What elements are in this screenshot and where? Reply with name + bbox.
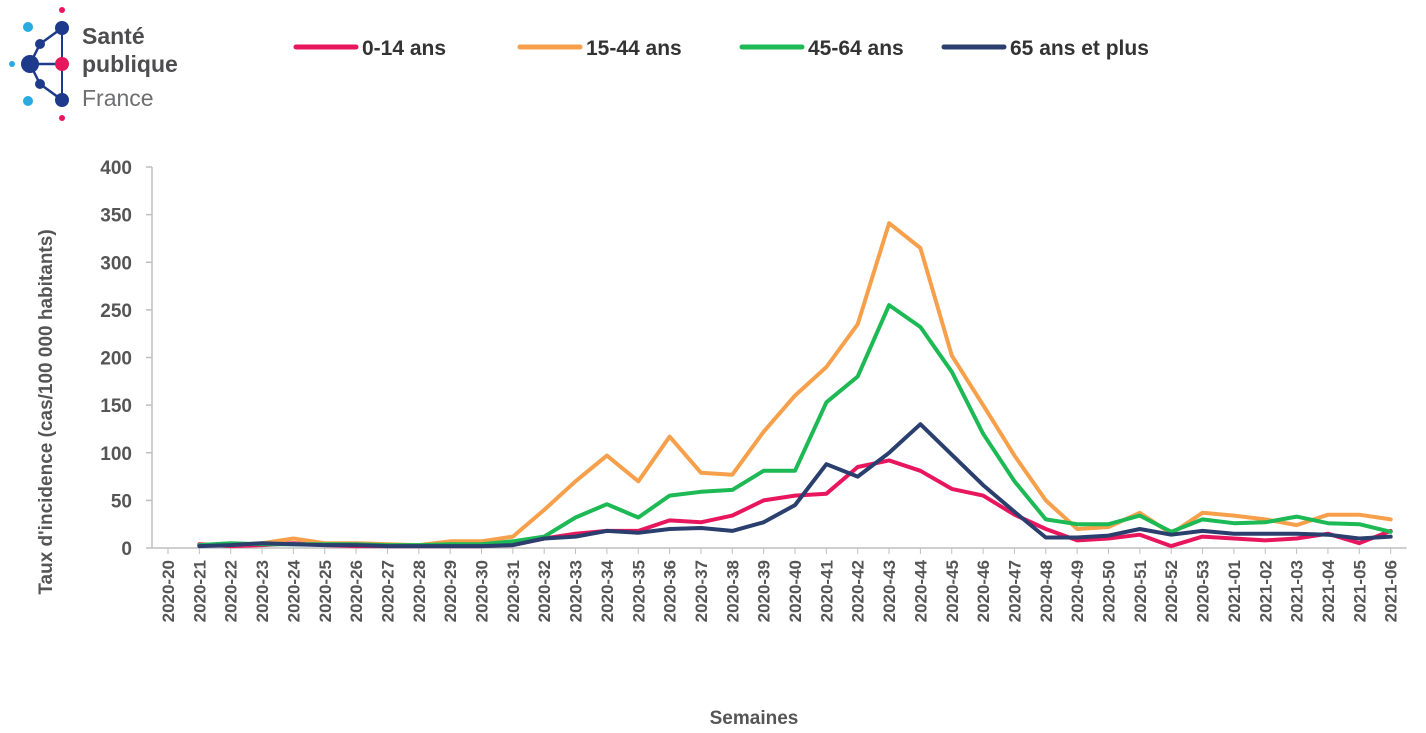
series-line-2: [197, 303, 1393, 548]
x-tick-label: 2020-39: [755, 560, 774, 622]
x-tick-label: 2020-23: [253, 560, 272, 622]
x-tick-label: 2020-36: [661, 560, 680, 622]
y-tick-label: 50: [111, 491, 132, 512]
x-tick-label: 2020-43: [880, 560, 899, 622]
x-tick-label: 2021-02: [1256, 560, 1275, 622]
y-tick-label: 400: [100, 158, 132, 179]
y-tick-label: 150: [100, 396, 132, 417]
x-tick-label: 2020-21: [190, 560, 209, 622]
x-tick-label: 2020-53: [1194, 560, 1213, 622]
x-tick-label: 2020-30: [473, 560, 492, 622]
x-tick-label: 2020-42: [849, 560, 868, 622]
y-tick-label: 350: [100, 206, 132, 227]
x-axis: 2020-20 2020-21 2020-22 2020-23 2020-24 2020-…: [152, 547, 1407, 622]
y-tick-label: 0: [121, 539, 132, 560]
x-tick-label: 2020-45: [943, 560, 962, 622]
x-tick-label: 2020-52: [1162, 560, 1181, 622]
x-tick-label: 2020-50: [1100, 560, 1119, 622]
x-tick-label: 2020-35: [629, 560, 648, 622]
x-tick-label: 2020-29: [441, 560, 460, 622]
series-line-3: [197, 422, 1393, 549]
x-tick-label: 2020-51: [1131, 560, 1150, 622]
x-tick-label: 2020-41: [817, 560, 836, 622]
series-layer: [197, 221, 1393, 549]
x-tick-label: 2020-34: [598, 559, 617, 622]
x-tick-label: 2020-44: [911, 559, 930, 622]
chart-legend: 0-14 ans 15-44 ans 45-64 ans 65 ans et plus: [293, 37, 1149, 60]
x-tick-label: 2020-47: [1005, 560, 1024, 622]
x-tick-label: 2020-28: [410, 560, 429, 622]
x-tick-label: 2020-32: [535, 560, 554, 622]
y-tick-label: 250: [100, 301, 132, 322]
legend-label-0: 0-14 ans: [362, 37, 446, 60]
x-tick-label: 2020-20: [159, 560, 178, 622]
logo-line-2: publique: [82, 51, 178, 77]
legend-label-2: 45-64 ans: [808, 37, 904, 60]
x-tick-label: 2020-40: [786, 560, 805, 622]
x-tick-label: 2020-31: [504, 560, 523, 622]
x-tick-label: 2020-33: [567, 560, 586, 622]
x-tick-label: 2020-25: [316, 560, 335, 622]
y-tick-label: 200: [100, 349, 132, 370]
x-tick-label: 2021-03: [1288, 560, 1307, 622]
x-tick-label: 2020-24: [284, 559, 303, 622]
x-tick-label: 2020-27: [378, 560, 397, 622]
legend-label-1: 15-44 ans: [586, 37, 682, 60]
x-tick-label: 2020-26: [347, 560, 366, 622]
x-tick-label: 2020-46: [974, 560, 993, 622]
y-axis: 0 50 100 150 200 250 300 350 400: [100, 158, 153, 560]
y-tick-label: 100: [100, 444, 132, 465]
x-tick-label: 2020-38: [723, 560, 742, 622]
x-axis-title: Semaines: [710, 708, 799, 729]
x-tick-label: 2021-05: [1350, 560, 1369, 622]
logo-mark: [9, 7, 69, 121]
x-tick-label: 2020-49: [1068, 560, 1087, 622]
x-tick-label: 2020-37: [692, 560, 711, 622]
x-tick-label: 2021-01: [1225, 560, 1244, 622]
logo-line-1: Santé: [82, 23, 145, 49]
x-tick-label: 2021-04: [1319, 559, 1338, 622]
y-tick-label: 300: [100, 253, 132, 274]
x-tick-label: 2020-48: [1037, 560, 1056, 622]
logo-line-3: France: [82, 85, 154, 111]
x-tick-label: 2020-22: [222, 560, 241, 622]
x-tick-label: 2021-06: [1382, 560, 1401, 622]
sante-publique-france-logo: Santé publique France: [9, 7, 178, 121]
legend-label-3: 65 ans et plus: [1010, 37, 1149, 60]
y-axis-title: Taux d'incidence (cas/100 000 habitants): [36, 229, 57, 594]
